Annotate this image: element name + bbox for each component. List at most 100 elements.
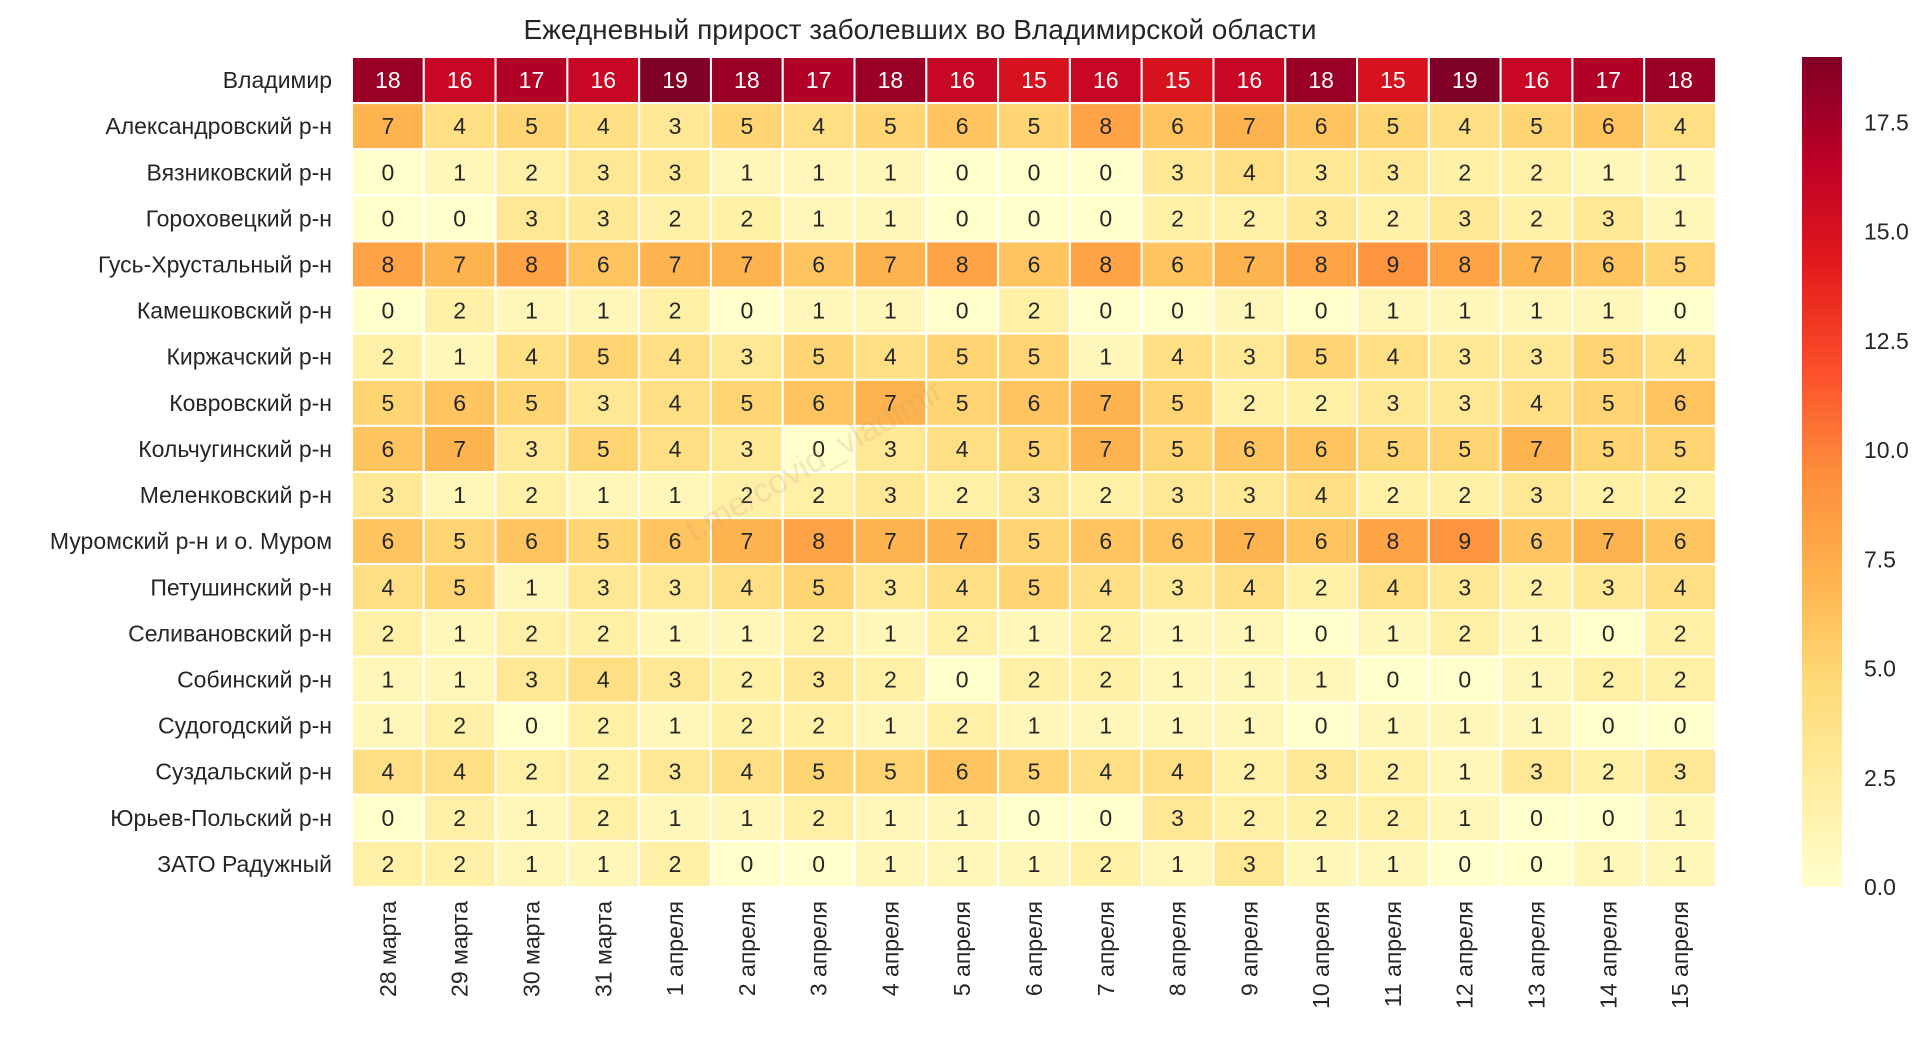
cell-value-label: 9 <box>1458 528 1471 554</box>
heatmap-cell <box>566 148 641 197</box>
cell-value-label: 3 <box>1530 482 1543 508</box>
cell-value-label: 3 <box>669 159 682 185</box>
cell-value-label: 5 <box>1171 390 1184 416</box>
heatmap-cell <box>422 747 497 796</box>
heatmap-cell <box>1499 102 1574 151</box>
cell-value-label: 6 <box>956 759 969 785</box>
heatmap-cell <box>1284 655 1359 704</box>
cell-value-label: 2 <box>1674 620 1687 646</box>
cell-value-label: 5 <box>525 113 538 139</box>
cell-value-label: 4 <box>884 344 897 370</box>
row-label: Суздальский р-н <box>155 759 332 785</box>
heatmap-cell <box>853 332 928 381</box>
cell-value-label: 4 <box>669 390 682 416</box>
cell-value-label: 1 <box>525 851 538 877</box>
heatmap-cell <box>1643 793 1718 842</box>
column-label: 13 апреля <box>1524 901 1550 1009</box>
cell-value-label: 1 <box>525 298 538 324</box>
cell-value-label: 1 <box>1674 205 1687 231</box>
cell-value-label: 2 <box>1387 759 1400 785</box>
cell-value-label: 9 <box>1387 252 1400 278</box>
column-label: 6 апреля <box>1021 901 1047 996</box>
cell-value-label: 1 <box>884 205 897 231</box>
heatmap-cell <box>1140 148 1215 197</box>
cell-value-label: 1 <box>525 574 538 600</box>
heatmap-cell <box>709 332 784 381</box>
cell-value-label: 8 <box>1387 528 1400 554</box>
cell-value-label: 2 <box>525 620 538 646</box>
cell-value-label: 2 <box>812 482 825 508</box>
heatmap-cell <box>1427 655 1502 704</box>
cell-value-label: 3 <box>669 113 682 139</box>
heatmap-cell <box>1571 102 1646 151</box>
heatmap-cell <box>997 194 1071 243</box>
cell-value-label: 6 <box>597 252 610 278</box>
cell-value-label: 5 <box>1315 344 1328 370</box>
cell-value-label: 3 <box>1171 159 1184 185</box>
heatmap-cell <box>781 148 856 197</box>
column-label: 3 апреля <box>806 901 832 996</box>
heatmap-cell <box>709 563 784 612</box>
cell-value-label: 6 <box>1099 528 1112 554</box>
cell-value-label: 1 <box>884 805 897 831</box>
cell-value-label: 2 <box>525 759 538 785</box>
heatmap-cell <box>1140 102 1215 151</box>
heatmap-cell <box>638 609 712 658</box>
cell-value-label: 0 <box>1602 805 1615 831</box>
colorbar-tick-label: 2.5 <box>1864 765 1896 791</box>
cell-value-label: 2 <box>1674 667 1687 693</box>
cell-value-label: 15 <box>1021 67 1047 93</box>
heatmap-cell <box>1140 471 1215 520</box>
cell-value-label: 3 <box>1458 344 1471 370</box>
cell-value-label: 2 <box>1387 482 1400 508</box>
cell-value-label: 4 <box>669 344 682 370</box>
chart-title: Ежедневный прирост заболевших во Владими… <box>523 14 1316 45</box>
cell-value-label: 8 <box>381 252 394 278</box>
row-label: Петушинский р-н <box>150 574 332 600</box>
cell-value-label: 5 <box>1602 436 1615 462</box>
cell-value-label: 7 <box>740 252 753 278</box>
cell-value-label: 2 <box>381 344 394 370</box>
cell-value-label: 6 <box>1602 252 1615 278</box>
cell-value-label: 5 <box>1028 113 1041 139</box>
cell-value-label: 3 <box>1243 482 1256 508</box>
cell-value-label: 5 <box>740 390 753 416</box>
heatmap-cell <box>566 517 641 566</box>
heatmap-cell <box>566 655 641 704</box>
cell-value-label: 1 <box>1602 298 1615 324</box>
cell-value-label: 1 <box>1171 667 1184 693</box>
heatmap-cell <box>781 194 856 243</box>
cell-value-label: 3 <box>597 390 610 416</box>
cell-value-label: 2 <box>1458 159 1471 185</box>
cell-value-label: 1 <box>669 805 682 831</box>
cell-value-label: 1 <box>453 482 466 508</box>
cell-value-label: 5 <box>1028 574 1041 600</box>
cell-value-label: 1 <box>1243 713 1256 739</box>
column-label: 28 марта <box>375 901 401 997</box>
cell-value-label: 5 <box>1028 344 1041 370</box>
column-labels: 28 марта 29 марта 30 марта 31 марта 1 апреля… <box>375 901 1693 1009</box>
heatmap-cell <box>351 102 425 151</box>
heatmap-cell <box>494 240 569 289</box>
cell-value-label: 2 <box>669 298 682 324</box>
row-label: Киржачский р-н <box>167 344 333 370</box>
heatmap-cell <box>494 701 569 750</box>
cell-value-label: 2 <box>669 851 682 877</box>
cell-value-label: 1 <box>812 159 825 185</box>
cell-value-label: 5 <box>884 759 897 785</box>
cell-value-label: 5 <box>1028 528 1041 554</box>
row-label: Камешковский р-н <box>137 298 332 324</box>
cell-value-label: 3 <box>525 436 538 462</box>
cell-value-label: 2 <box>525 482 538 508</box>
cell-value-label: 1 <box>597 482 610 508</box>
heatmap-cell <box>1571 655 1646 704</box>
cell-value-label: 5 <box>1602 390 1615 416</box>
cell-value-label: 6 <box>1674 528 1687 554</box>
cell-value-label: 2 <box>956 482 969 508</box>
cell-value-label: 5 <box>381 390 394 416</box>
heatmap-cell <box>709 701 784 750</box>
cell-value-label: 3 <box>1387 159 1400 185</box>
cell-value-label: 1 <box>1387 298 1400 324</box>
cell-value-label: 6 <box>1315 113 1328 139</box>
cell-value-label: 4 <box>381 574 394 600</box>
